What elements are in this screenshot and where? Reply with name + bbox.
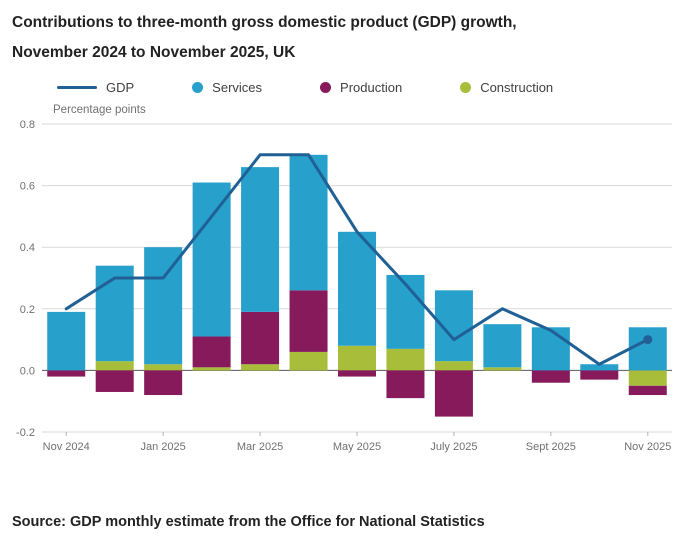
x-axis-tick-label: Sept 2025	[526, 441, 576, 453]
construction-dot-swatch	[460, 82, 472, 93]
gdp-line-swatch	[57, 86, 97, 89]
legend-item-services: Services	[192, 80, 262, 95]
x-axis-tick-label: July 2025	[430, 441, 477, 453]
bar-segment-production	[289, 290, 328, 352]
bar-segment-construction	[386, 348, 425, 371]
y-axis-tick-label: 0.8	[20, 119, 35, 131]
legend-label-services: Services	[212, 80, 263, 95]
bar-segment-construction	[289, 351, 328, 371]
bar-segment-services	[580, 364, 619, 371]
x-axis-tick-label: Nov 2024	[43, 441, 90, 453]
legend-item-production: Production	[320, 80, 402, 95]
production-dot-swatch	[320, 82, 332, 93]
legend-label-construction: Construction	[480, 80, 554, 95]
services-dot-swatch	[192, 82, 204, 93]
chart-title-line-1: Contributions to three-month gross domes…	[12, 14, 517, 31]
bar-segment-services	[144, 247, 183, 365]
bar-segment-production	[386, 370, 425, 399]
x-axis-tick-label: May 2025	[333, 441, 381, 453]
gdp-line	[64, 153, 650, 366]
bar-segment-production	[580, 370, 619, 380]
bar-segment-construction	[434, 361, 473, 371]
chart-title-line-2: November 2024 to November 2025, UK	[12, 44, 296, 61]
y-axis-unit-label: Percentage points	[53, 104, 146, 116]
gdp-line-end-marker	[643, 335, 653, 345]
bar-segment-construction	[95, 361, 134, 371]
bar-segment-services	[241, 167, 280, 312]
bar-segment-services	[338, 231, 376, 346]
bar-segment-production	[241, 311, 280, 365]
y-axis-tick-label: -0.2	[16, 427, 35, 439]
y-axis-tick-label: 0.6	[20, 181, 35, 193]
gdp-chart-canvas: 0.8 0.6 0.4 0.2 0.0 -0.2 Nov 2024 Jan 2025 Mar 2…	[16, 119, 672, 453]
bar-segment-production	[192, 336, 231, 368]
bar-segment-production	[95, 370, 134, 392]
bar-segment-construction	[192, 367, 231, 371]
bar-segment-construction	[338, 345, 376, 371]
bar-segment-production	[434, 370, 473, 417]
bar-segment-services	[386, 274, 425, 349]
bar-segment-production	[628, 385, 667, 396]
x-axis-tick-label: Jan 2025	[141, 441, 186, 453]
bar-segment-construction	[628, 370, 667, 386]
bar-segment-production	[338, 370, 376, 377]
bar-segment-services	[192, 182, 231, 337]
source-note: Source: GDP monthly estimate from the Of…	[12, 514, 485, 530]
bar-segment-construction	[241, 364, 280, 371]
bar-segment-production	[531, 370, 570, 383]
bar-segment-services	[47, 311, 86, 371]
bar-segment-construction	[144, 364, 183, 371]
bar-segment-production	[144, 370, 183, 396]
bar-segment-production	[47, 370, 86, 377]
legend-item-gdp: GDP	[57, 80, 134, 95]
chart-title: Contributions to three-month gross domes…	[12, 8, 667, 68]
bar-segment-services	[628, 327, 667, 371]
y-axis-tick-label: 0.2	[20, 304, 35, 316]
y-axis-tick-label: 0.4	[20, 242, 35, 254]
bar-segment-services	[531, 327, 570, 371]
legend-item-construction: Construction	[460, 80, 553, 95]
bar-segment-services	[483, 324, 522, 368]
legend-label-production: Production	[340, 80, 403, 95]
bar-segment-services	[95, 265, 134, 362]
x-axis-tick-label: Mar 2025	[237, 441, 283, 453]
chart-legend: GDP Services Production Construction	[57, 80, 553, 95]
y-axis-tick-label: 0.0	[20, 365, 35, 377]
chart-area: 0.8 0.6 0.4 0.2 0.0 -0.2 Nov 2024 Jan 2025 Mar 2…	[0, 116, 681, 461]
x-axis-tick-label: Nov 2025	[624, 441, 671, 453]
legend-label-gdp: GDP	[106, 80, 135, 95]
bar-segment-construction	[483, 367, 522, 371]
